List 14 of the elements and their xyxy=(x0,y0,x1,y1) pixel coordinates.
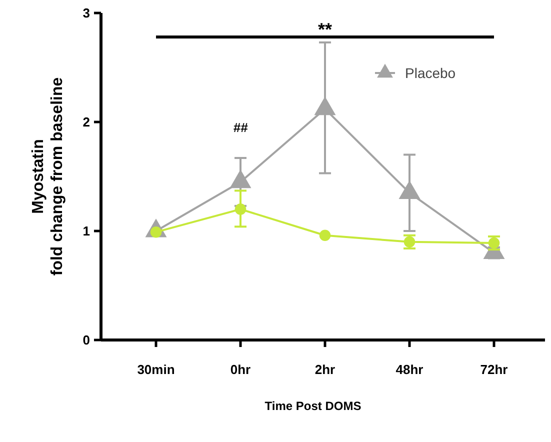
legend-label: Placebo xyxy=(405,64,456,81)
x-tick-label: 30min xyxy=(137,362,175,377)
x-axis-title: Time Post DOMS xyxy=(264,399,362,413)
x-tick-label: 48hr xyxy=(396,362,424,377)
y-axis-title: Myostatin fold change from baseline xyxy=(30,77,66,276)
y-tick-label: 0 xyxy=(82,332,90,348)
y-tick-label: 3 xyxy=(82,6,90,21)
y-tick-label: 1 xyxy=(82,224,90,239)
y-tick-label: 2 xyxy=(82,114,90,130)
annotation: ** xyxy=(318,20,332,40)
annotation: ## xyxy=(233,120,248,135)
x-tick-label: 72hr xyxy=(480,362,508,377)
x-tick-label: 2hr xyxy=(314,362,336,377)
x-tick-label: 0hr xyxy=(230,362,251,377)
